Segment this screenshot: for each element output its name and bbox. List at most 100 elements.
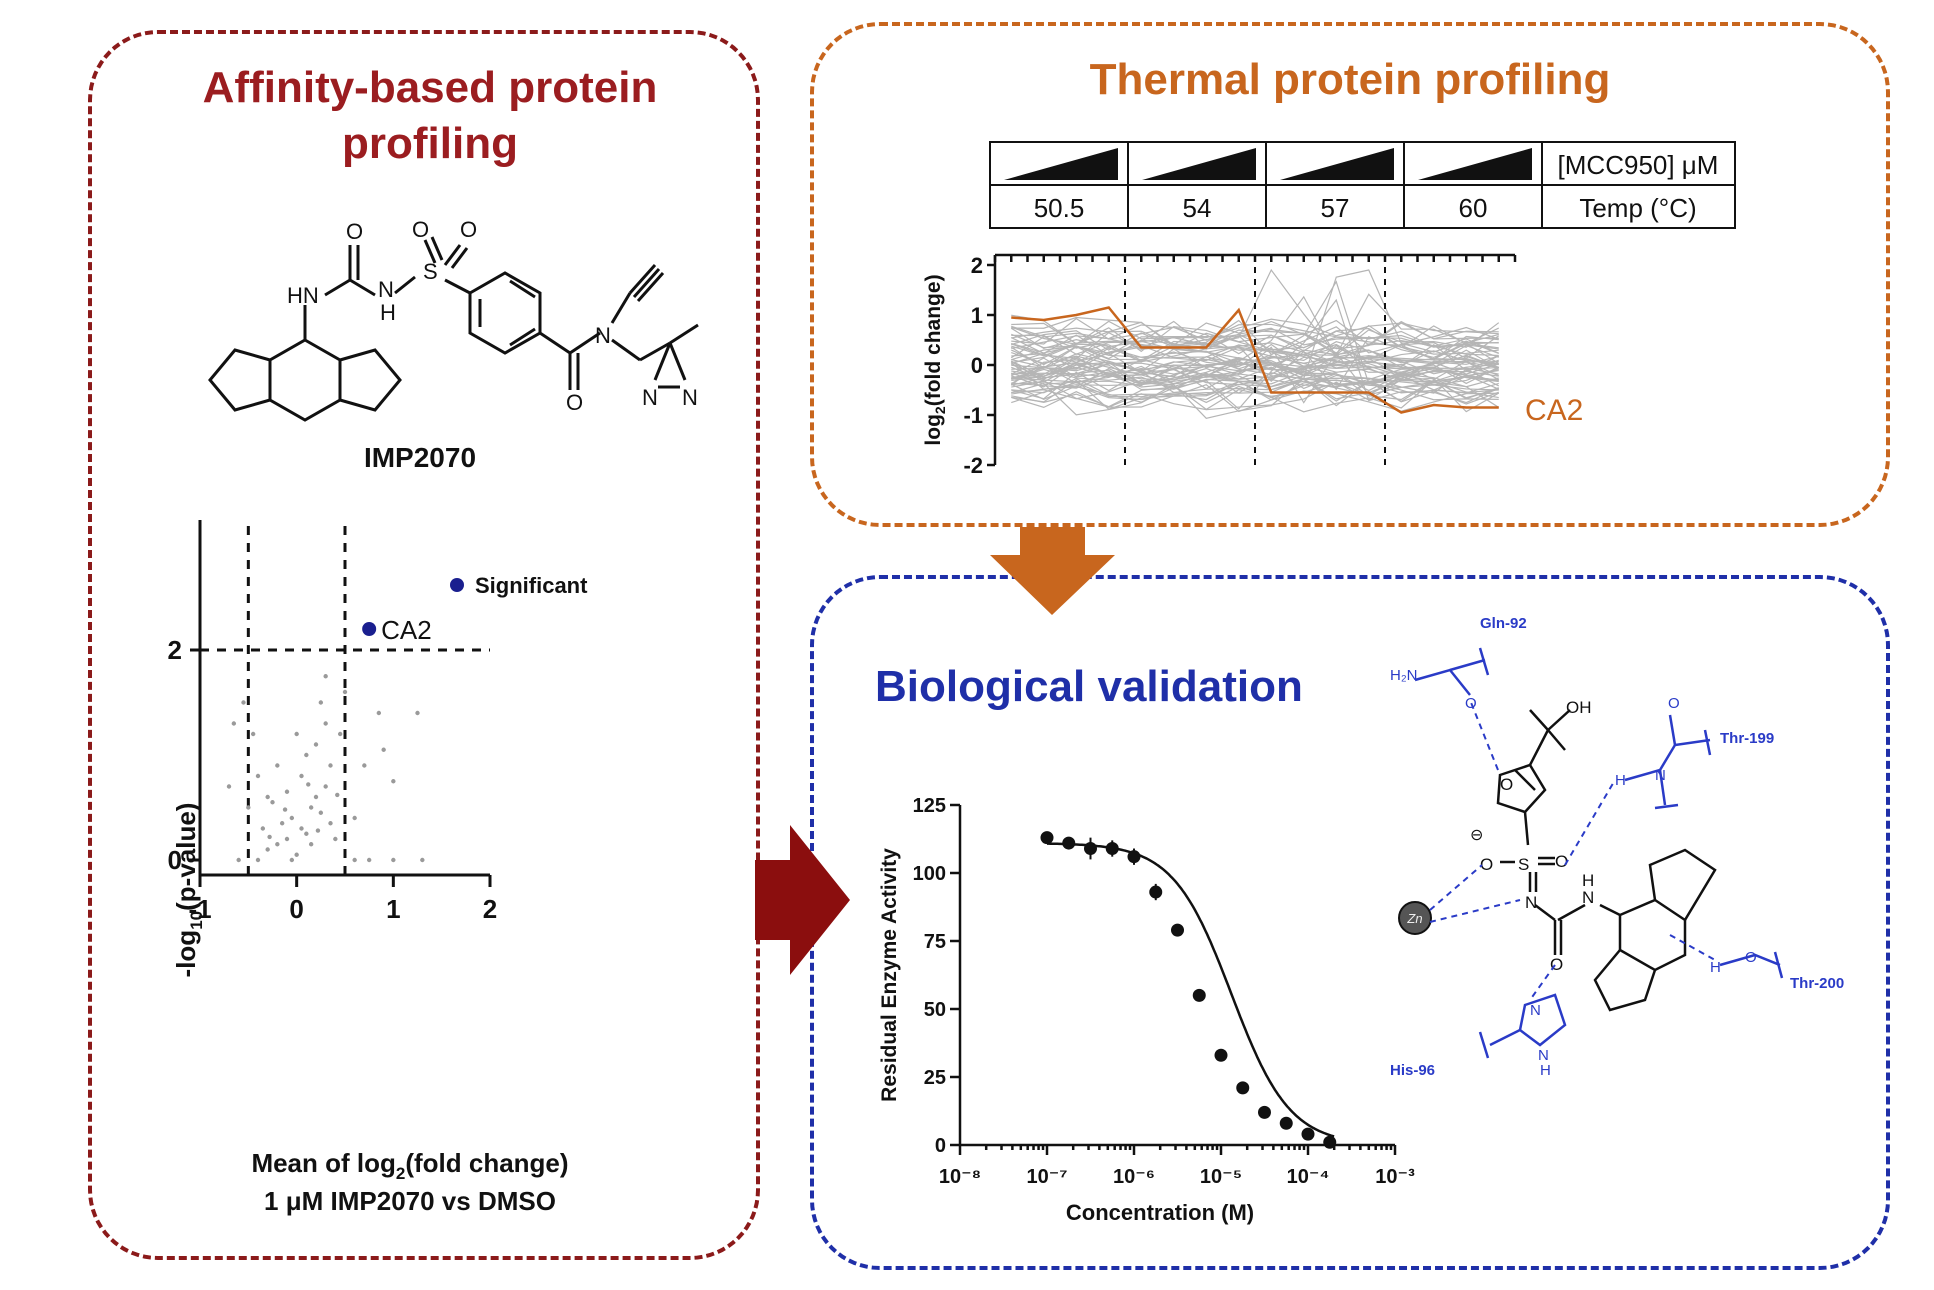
volcano-point: [282, 807, 288, 812]
volcano-point: [313, 794, 319, 800]
svg-text:H: H: [1582, 871, 1594, 890]
volcano-point: [265, 794, 270, 800]
svg-text:O: O: [1465, 695, 1477, 712]
thermal-ylabel-sub: 2: [932, 406, 948, 414]
thermal-ylabel-pre: log: [922, 414, 945, 446]
volcano-point: [226, 784, 232, 789]
volcano-xlabel-post: (fold change): [405, 1148, 568, 1178]
volcano-point: [255, 773, 261, 779]
volcano-x-tick-label: 0: [289, 894, 303, 924]
volcano-point: [294, 731, 299, 737]
svg-text:N: N: [1538, 1047, 1549, 1064]
volcano-point: [265, 847, 270, 852]
dose-point: [1062, 836, 1076, 850]
volcano-point: [323, 721, 328, 726]
dose-y-tick-label: 125: [913, 795, 946, 817]
volcano-point: [313, 742, 319, 747]
volcano-point: [267, 834, 272, 840]
volcano-x-tick-label: 2: [483, 894, 497, 924]
dose-x-tick-label: 10⁻⁸: [939, 1166, 981, 1188]
svg-text:O: O: [1555, 852, 1568, 871]
thermal-grey-line: [1011, 377, 1500, 413]
svg-text:N: N: [1655, 767, 1666, 784]
dose-point: [1084, 842, 1097, 856]
volcano-point: [260, 826, 266, 831]
dose-response-plot: 0 25 50 75 100 125 10⁻⁸ 10⁻⁷ 10⁻⁶ 10⁻⁵ 10⁻⁴ 10⁻³ Re…: [878, 795, 1415, 1225]
volcano-point: [328, 763, 333, 768]
volcano-point: [294, 852, 299, 857]
dose-point: [1105, 842, 1119, 856]
thermal-grey-line: [1011, 366, 1499, 390]
thermal-ylabel-post: (fold change): [922, 274, 945, 406]
thermal-title: Thermal protein profiling: [1089, 55, 1611, 104]
affinity-panel: [88, 30, 760, 1260]
volcano-point: [318, 700, 324, 705]
svg-text:N: N: [1530, 1002, 1541, 1019]
dose-point: [1279, 1116, 1293, 1130]
svg-text:O: O: [1500, 775, 1513, 794]
svg-text:O: O: [1668, 695, 1680, 712]
svg-text:H: H: [1540, 1062, 1551, 1079]
affinity-title: Affinity-based protein profiling: [202, 63, 658, 168]
residue-his96: His-96: [1390, 1062, 1435, 1079]
volcano-point: [323, 674, 328, 679]
svg-text:H₂N: H₂N: [1390, 667, 1418, 684]
volcano-ylabel-sub: 10: [187, 911, 206, 930]
volcano-point: [279, 821, 285, 826]
temp-60: 60: [1459, 193, 1488, 223]
dose-wedge: [1280, 148, 1394, 180]
dose-point: [1149, 885, 1163, 899]
dose-y-tick-label: 0: [935, 1135, 946, 1157]
volcano-point: [328, 821, 333, 826]
svg-text:O: O: [1480, 855, 1493, 874]
dose-ylabel: Residual Enzyme Activity: [878, 848, 901, 1102]
volcano-point: [299, 773, 304, 779]
volcano-point: [391, 779, 396, 784]
legend-dot: [450, 578, 464, 592]
thermal-y-tick-label: -1: [963, 403, 983, 428]
volcano-xlabel-sub: 2: [396, 1164, 405, 1183]
volcano-point: [381, 747, 386, 752]
volcano-point: [236, 857, 241, 863]
fit-curve: [1047, 842, 1335, 1138]
volcano-point: [304, 831, 309, 836]
svg-text:⊖: ⊖: [1470, 827, 1483, 844]
dose-point: [1236, 1081, 1250, 1095]
volcano-point: [241, 700, 246, 705]
volcano-point: [231, 721, 237, 726]
volcano-ylabel: -log10(p-value): [171, 803, 206, 978]
dose-xlabel: Concentration (M): [1066, 1200, 1254, 1225]
dose-point: [1214, 1048, 1228, 1062]
volcano-point: [415, 710, 420, 716]
compound-label: IMP2070: [363, 442, 477, 473]
thermal-y-tick-label: 0: [971, 353, 983, 378]
volcano-point: [289, 857, 295, 863]
thermal-table: 50.5 54 57 60 [MCC950] μM Temp (°C): [989, 141, 1736, 229]
volcano-x-tick-label: 1: [386, 894, 400, 924]
volcano-legend: Significant: [475, 573, 588, 598]
volcano-xlabel: Mean of log2(fold change): [251, 1148, 568, 1183]
zn-label: Zn: [1406, 911, 1422, 926]
volcano-point: [376, 710, 382, 716]
residue-thr200: Thr-200: [1790, 975, 1844, 992]
volcano-point: [306, 782, 311, 787]
temp-label: Temp (°C): [1579, 193, 1696, 223]
volcano-caption: 1 μM IMP2070 vs DMSO: [264, 1186, 556, 1216]
dose-point: [1301, 1127, 1315, 1141]
volcano-point: [420, 857, 425, 863]
dose-point: [1127, 850, 1141, 864]
volcano-point: [335, 792, 340, 798]
thermal-grey-line: [1011, 377, 1499, 419]
bio-title: Biological validation: [875, 662, 1303, 711]
volcano-y-tick-label: 0: [168, 845, 182, 875]
dose-wedge: [1004, 148, 1118, 180]
svg-text:O: O: [1745, 949, 1757, 966]
volcano-point: [308, 842, 314, 847]
svg-text:OH: OH: [1566, 698, 1592, 717]
thermal-ca2-label: CA2: [1525, 394, 1583, 427]
volcano-point: [246, 805, 251, 810]
dose-x-tick-label: 10⁻³: [1375, 1166, 1415, 1188]
volcano-xlabel-pre: Mean of log: [251, 1148, 395, 1178]
